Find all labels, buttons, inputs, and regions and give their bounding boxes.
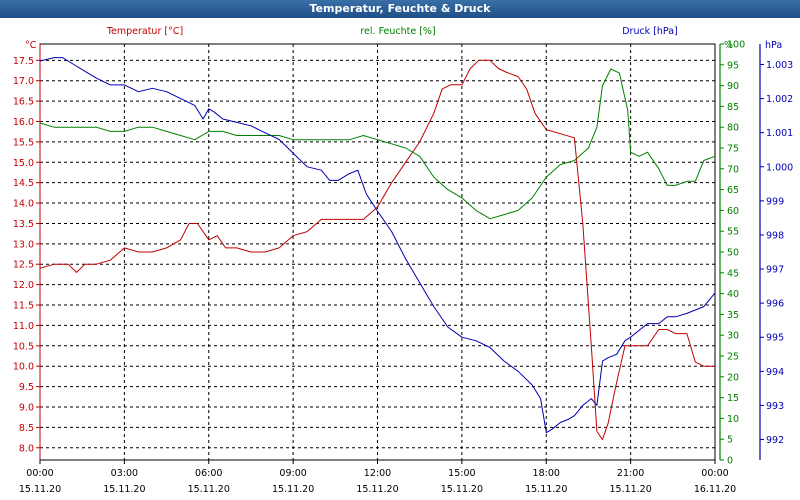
axes: [36, 43, 764, 464]
temperature-tick-label: 17.5: [13, 56, 34, 67]
temperature-tick-label: 9.5: [19, 382, 34, 393]
temperature-tick-label: 14.0: [13, 199, 34, 210]
temperature-tick-label: 16.5: [13, 97, 34, 108]
humidity-tick-label: 100: [727, 40, 745, 51]
humidity-tick-label: 10: [727, 414, 739, 425]
pressure-tick-label: 996: [766, 299, 784, 310]
humidity-tick-label: 30: [727, 331, 739, 342]
temperature-tick-label: 10.0: [13, 362, 34, 373]
x-tick-label-date: 16.11.20: [694, 484, 736, 495]
pressure-tick-label: 992: [766, 435, 784, 446]
pressure-tick-label: 1.003: [766, 60, 793, 71]
humidity-tick-label: 45: [727, 268, 739, 279]
pressure-tick-label: 994: [766, 367, 784, 378]
humidity-tick-label: 65: [727, 185, 739, 196]
humidity-tick-label: 35: [727, 310, 739, 321]
x-tick-label-time: 00:00: [26, 468, 53, 479]
pressure-tick-label: 998: [766, 230, 784, 241]
humidity-series-line: [39, 68, 716, 220]
temperature-tick-label: 16.0: [13, 117, 34, 128]
temperature-tick-label: 15.5: [13, 137, 34, 148]
humidity-tick-label: 5: [727, 435, 733, 446]
temperature-tick-label: 9.0: [19, 402, 34, 413]
pressure-tick-label: 995: [766, 333, 784, 344]
temperature-tick-label: 13.5: [13, 219, 34, 230]
humidity-tick-label: 50: [727, 248, 739, 259]
x-tick-label-time: 15:00: [448, 468, 475, 479]
x-tick-label-time: 06:00: [195, 468, 222, 479]
humidity-tick-label: 20: [727, 372, 739, 383]
humidity-tick-label: 80: [727, 123, 739, 134]
humidity-tick-label: 55: [727, 227, 739, 238]
x-tick-label-time: 09:00: [279, 468, 306, 479]
temperature-tick-label: 8.0: [19, 443, 34, 454]
pressure-tick-label: 1.000: [766, 162, 793, 173]
humidity-unit: %: [724, 40, 733, 51]
series-lines: [39, 57, 716, 441]
humidity-tick-label: 70: [727, 164, 739, 175]
temperature-unit: °C: [25, 40, 37, 51]
humidity-tick-label: 15: [727, 393, 739, 404]
humidity-tick-label: 0: [727, 456, 733, 467]
humidity-tick-label: 25: [727, 352, 739, 363]
humidity-tick-label: 60: [727, 206, 739, 217]
x-tick-label-time: 12:00: [364, 468, 391, 479]
x-tick-label-date: 15.11.20: [103, 484, 145, 495]
x-tick-label-time: 03:00: [111, 468, 138, 479]
temperature-tick-label: 11.0: [13, 321, 34, 332]
temperature-series-line: [39, 59, 715, 441]
x-tick-label-time: 00:00: [701, 468, 728, 479]
temperature-tick-label: 17.0: [13, 76, 34, 87]
pressure-tick-label: 997: [766, 265, 784, 276]
humidity-tick-label: 90: [727, 81, 739, 92]
pressure-series-line: [39, 57, 716, 434]
x-tick-label-date: 15.11.20: [609, 484, 651, 495]
x-tick-label-date: 15.11.20: [272, 484, 314, 495]
pressure-tick-label: 993: [766, 401, 784, 412]
pressure-tick-label: 1.001: [766, 128, 793, 139]
humidity-tick-label: 75: [727, 144, 739, 155]
temperature-tick-label: 11.5: [13, 301, 34, 312]
pressure-tick-label: 999: [766, 196, 784, 207]
humidity-tick-label: 40: [727, 289, 739, 300]
temperature-tick-label: 12.0: [13, 280, 34, 291]
x-tick-label-time: 21:00: [617, 468, 644, 479]
temperature-axis-label: Temperatur [°C]: [106, 26, 183, 37]
x-tick-label-date: 15.11.20: [441, 484, 483, 495]
pressure-unit: hPa: [765, 40, 782, 51]
humidity-tick-label: 95: [727, 60, 739, 71]
temperature-tick-label: 12.5: [13, 260, 34, 271]
x-tick-label-time: 18:00: [533, 468, 560, 479]
chart-title: Temperatur, Feuchte & Druck: [0, 0, 800, 18]
temperature-tick-label: 8.5: [19, 423, 34, 434]
x-tick-label-date: 15.11.20: [525, 484, 567, 495]
humidity-axis-label: rel. Feuchte [%]: [360, 26, 435, 37]
x-tick-label-date: 15.11.20: [188, 484, 230, 495]
x-tick-label-date: 15.11.20: [19, 484, 61, 495]
pressure-tick-label: 1.002: [766, 94, 793, 105]
humidity-tick-label: 85: [727, 102, 739, 113]
temperature-tick-label: 10.5: [13, 341, 34, 352]
pressure-axis-label: Druck [hPa]: [622, 26, 678, 37]
temperature-tick-label: 14.5: [13, 178, 34, 189]
temperature-tick-label: 15.0: [13, 158, 34, 169]
temperature-tick-label: 13.0: [13, 239, 34, 250]
x-tick-label-date: 15.11.20: [356, 484, 398, 495]
tick-labels: 00:00 15.11.20 03:00 15.11.20 06:00 15.11.20 0…: [13, 40, 793, 496]
